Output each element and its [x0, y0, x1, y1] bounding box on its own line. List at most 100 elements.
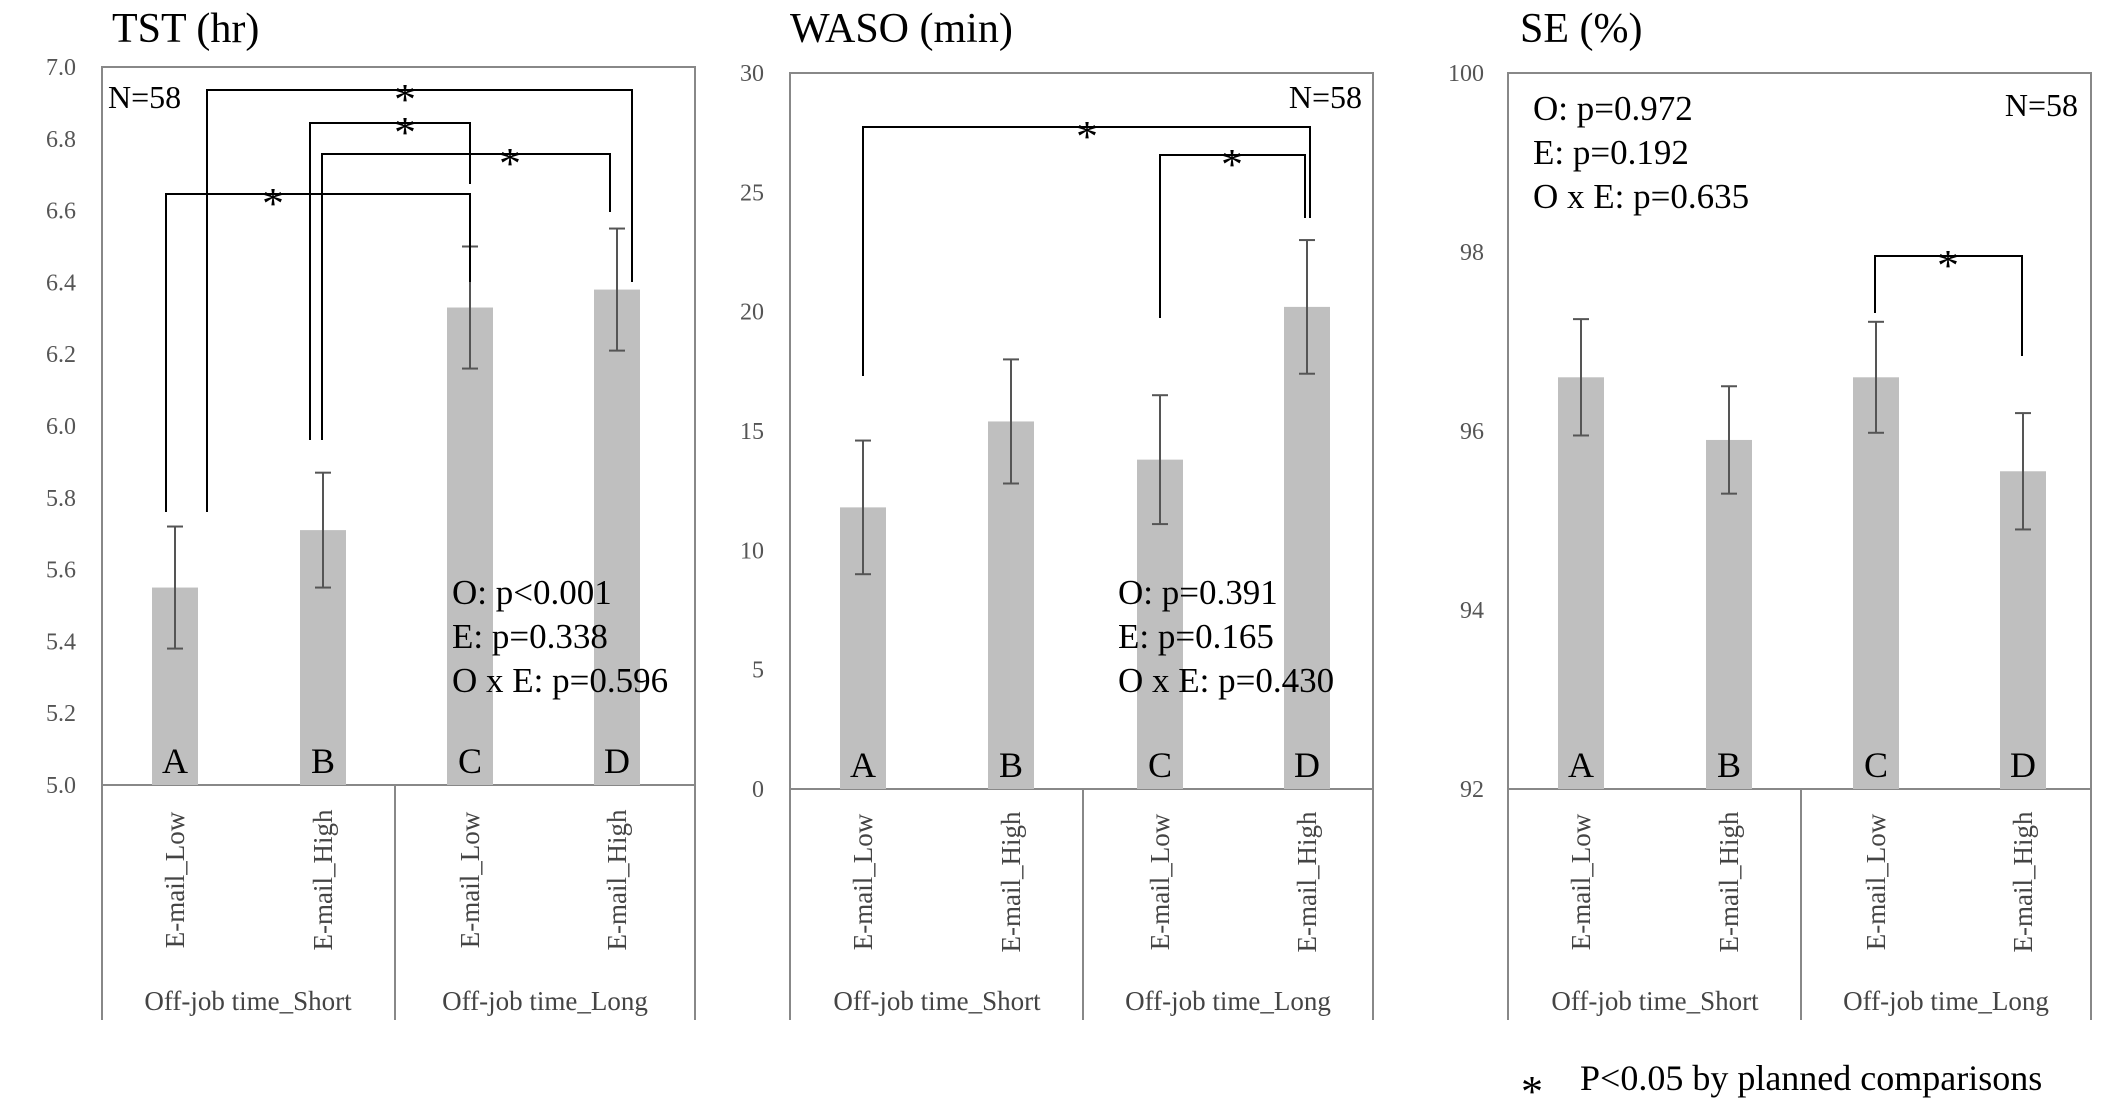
error-bars	[1573, 318, 2031, 531]
y-tick-label: 15	[740, 419, 764, 445]
significance-brackets	[862, 126, 1311, 376]
group-label-short: Off-job time_Short	[144, 986, 352, 1016]
bracket-c-d	[1159, 154, 1306, 318]
bars	[840, 306, 1330, 789]
panel-tst: TST (hr) 5.0 5.2 5.4 5.6 5.8 6.0 6.2 6.4 6.6 6.8 7…	[46, 6, 696, 1020]
category-labels: E-mail_Low E-mail_High E-mail_Low E-mail_Hi…	[160, 809, 632, 950]
y-axis-ticks: 0 5 10 15 20 25 30	[740, 61, 764, 803]
stat-o: O: p=0.972	[1533, 89, 1693, 128]
group-label-short: Off-job time_Short	[1551, 986, 1759, 1016]
bar	[1284, 306, 1330, 789]
category-label: E-mail_Low	[160, 811, 190, 948]
bar-letter: B	[999, 745, 1023, 785]
category-label: E-mail_Low	[455, 811, 485, 948]
y-tick-label: 5.6	[46, 558, 76, 584]
stat-e: E: p=0.165	[1118, 617, 1274, 656]
bar-letter: D	[1294, 745, 1320, 785]
error-bar	[1152, 394, 1168, 526]
bar	[447, 307, 493, 785]
category-label: E-mail_High	[602, 809, 632, 950]
y-tick-label: 7.0	[46, 55, 76, 81]
bar-letter: A	[162, 741, 188, 781]
y-tick-label: 6.4	[46, 270, 76, 296]
panel-se: SE (%) 92 94 96 98 100 A B C D E-mail_Low E-mail…	[1448, 6, 2092, 1020]
error-bar	[2015, 412, 2031, 531]
bar-letter: A	[1568, 745, 1594, 785]
bar-letter: C	[1864, 745, 1888, 785]
error-bar	[1573, 318, 1589, 437]
y-tick-label: 5.8	[46, 486, 76, 512]
group-label-long: Off-job time_Long	[1843, 986, 2049, 1016]
category-label: E-mail_Low	[1566, 813, 1596, 950]
panel-title: SE (%)	[1520, 6, 1642, 52]
bar-letter: C	[458, 741, 482, 781]
y-tick-label: 25	[740, 180, 764, 206]
y-axis-ticks: 92 94 96 98 100	[1448, 61, 1484, 803]
bar	[1558, 377, 1604, 789]
y-tick-label: 98	[1460, 240, 1484, 266]
category-label: E-mail_Low	[848, 813, 878, 950]
significance-brackets	[1874, 255, 2023, 356]
stat-o: O: p=0.391	[1118, 573, 1278, 612]
bar-letter: A	[850, 745, 876, 785]
y-tick-label: 6.8	[46, 127, 76, 153]
y-tick-label: 6.2	[46, 342, 76, 368]
group-label-long: Off-job time_Long	[1125, 986, 1331, 1016]
y-tick-label: 6.0	[46, 414, 76, 440]
y-tick-label: 94	[1460, 598, 1484, 624]
bar-letters: A B C D	[1568, 745, 2036, 785]
category-label: E-mail_High	[996, 811, 1026, 952]
y-tick-label: 0	[752, 777, 764, 803]
bar	[1706, 439, 1752, 789]
stat-oxe: O x E: p=0.635	[1533, 177, 1749, 216]
bars	[152, 289, 640, 785]
stat-o: O: p<0.001	[452, 573, 612, 612]
bar-letters: A B C D	[850, 745, 1320, 785]
group-label-short: Off-job time_Short	[833, 986, 1041, 1016]
bracket-b-c	[309, 122, 471, 440]
legend: * P<0.05 by planned comparisons	[1521, 1058, 2042, 1116]
stat-oxe: O x E: p=0.596	[452, 661, 668, 700]
stat-e: E: p=0.338	[452, 617, 608, 656]
legend-star: *	[1521, 1067, 1543, 1116]
n-label: N=58	[108, 79, 181, 115]
bar-letter: D	[604, 741, 630, 781]
legend-text: P<0.05 by planned comparisons	[1580, 1058, 2042, 1098]
error-bar	[1868, 320, 1884, 434]
error-bars	[855, 239, 1315, 576]
category-label: E-mail_High	[308, 809, 338, 950]
error-bar	[609, 227, 625, 352]
y-tick-label: 96	[1460, 419, 1484, 445]
category-label: E-mail_Low	[1861, 813, 1891, 950]
bracket-a-d	[862, 126, 1311, 376]
y-tick-label: 5	[752, 658, 764, 684]
bars	[1558, 377, 2046, 789]
category-labels: E-mail_Low E-mail_High E-mail_Low E-mail_Hi…	[848, 811, 1322, 952]
panel-title: TST (hr)	[112, 6, 259, 52]
group-label-long: Off-job time_Long	[442, 986, 648, 1016]
category-label: E-mail_High	[2008, 811, 2038, 952]
category-label: E-mail_High	[1292, 811, 1322, 952]
bracket-c-d	[1874, 255, 2023, 356]
error-bar	[167, 525, 183, 650]
y-tick-label: 10	[740, 538, 764, 564]
bar-letters: A B C D	[162, 741, 630, 781]
y-tick-label: 5.2	[46, 701, 76, 727]
sig-star-a-c: *	[262, 179, 284, 228]
error-bar	[1299, 239, 1315, 375]
y-tick-label: 100	[1448, 61, 1484, 87]
stat-e: E: p=0.192	[1533, 133, 1689, 172]
n-label: N=58	[1289, 79, 1362, 115]
error-bar	[1721, 385, 1737, 495]
category-label: E-mail_High	[1714, 811, 1744, 952]
bar	[1853, 377, 1899, 789]
bar-letter: B	[311, 741, 335, 781]
bar-letter: D	[2010, 745, 2036, 785]
bar-letter: C	[1148, 745, 1172, 785]
bar-letter: B	[1717, 745, 1741, 785]
bracket-a-c	[165, 193, 471, 512]
y-tick-label: 92	[1460, 777, 1484, 803]
error-bar	[855, 439, 871, 576]
sig-star-c-d: *	[1937, 241, 1959, 290]
bar	[594, 289, 640, 785]
